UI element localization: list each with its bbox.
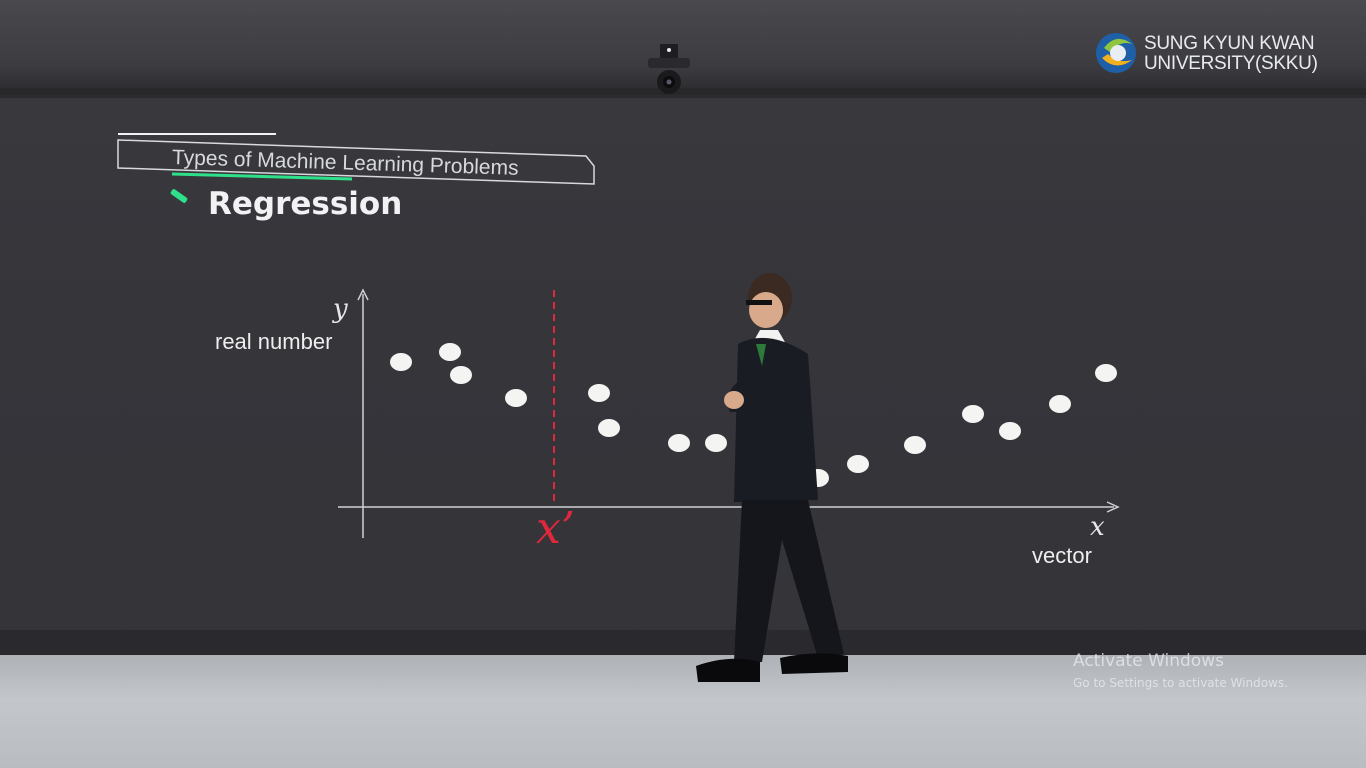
y-axis-label: real number — [215, 329, 333, 354]
slide-header-frame — [117, 133, 595, 185]
university-name: SUNG KYUN KWAN UNIVERSITY(SKKU) — [1144, 34, 1318, 74]
data-point — [598, 419, 620, 437]
data-point — [705, 434, 727, 452]
data-point — [439, 343, 461, 361]
data-point — [1049, 395, 1071, 413]
x-axis-label: vector — [1032, 543, 1092, 568]
data-point — [1095, 364, 1117, 382]
watermark-subtitle: Go to Settings to activate Windows. — [1073, 676, 1288, 690]
data-point — [962, 405, 984, 423]
data-point — [505, 389, 527, 407]
data-point — [450, 366, 472, 384]
query-point-label: x’ — [536, 503, 575, 554]
university-name-line2: UNIVERSITY(SKKU) — [1144, 53, 1318, 74]
data-point — [588, 384, 610, 402]
y-axis-arrow — [357, 288, 369, 301]
data-point — [390, 353, 412, 371]
watermark-title: Activate Windows — [1073, 651, 1224, 671]
university-emblem-icon — [1096, 33, 1136, 73]
data-point — [999, 422, 1021, 440]
x-axis-variable: x — [1090, 512, 1105, 542]
ceiling — [0, 0, 1366, 95]
slide-title: Regression — [208, 186, 403, 222]
studio-floor — [0, 655, 1366, 768]
windows-activation-watermark: Activate Windows Go to Settings to activ… — [1073, 651, 1288, 690]
wall-edge — [0, 88, 1366, 98]
data-point — [847, 455, 869, 473]
lecturer — [696, 273, 848, 682]
x-axis-arrow — [1106, 501, 1120, 513]
baseboard — [0, 630, 1366, 658]
ceiling-camera-icon — [648, 44, 690, 94]
y-axis-variable: y — [333, 294, 348, 324]
data-point — [668, 434, 690, 452]
university-name-line1: SUNG KYUN KWAN — [1144, 33, 1315, 54]
data-point — [904, 436, 926, 454]
